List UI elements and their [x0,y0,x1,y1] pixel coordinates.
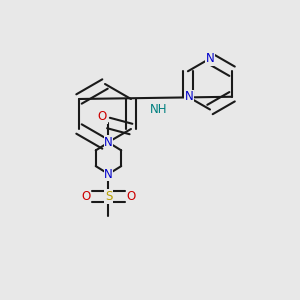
Text: N: N [104,167,113,181]
Text: O: O [81,190,91,203]
Text: NH: NH [150,103,167,116]
Text: O: O [98,110,107,124]
Text: N: N [104,136,113,149]
Text: N: N [185,90,194,103]
Text: O: O [126,190,136,203]
Text: N: N [206,52,214,65]
Text: S: S [105,190,112,203]
